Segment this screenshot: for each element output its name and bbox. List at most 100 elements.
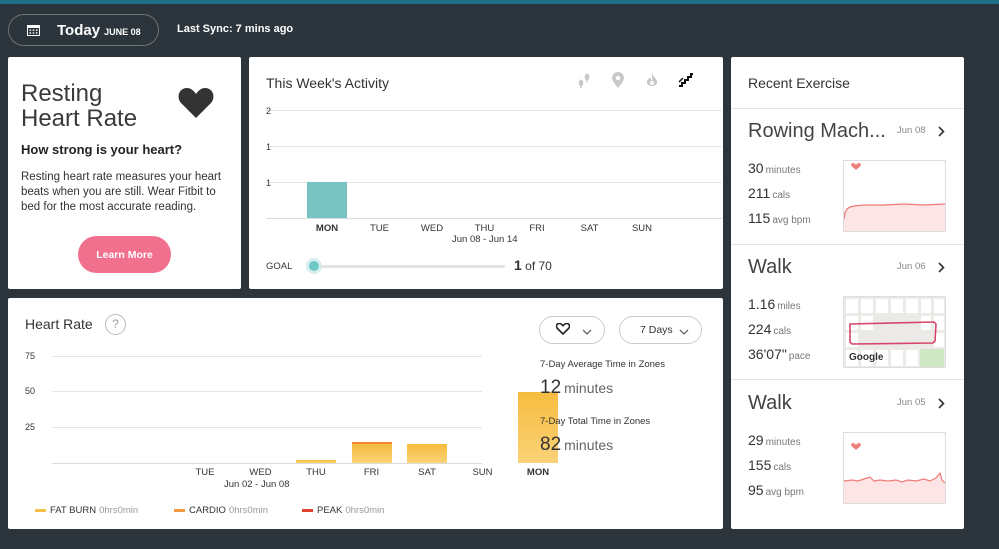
legend-swatch — [35, 509, 46, 512]
legend-name: PEAK — [317, 505, 343, 516]
divider — [731, 108, 964, 109]
location-icon[interactable] — [601, 71, 635, 89]
learn-more-button[interactable]: Learn More — [78, 236, 171, 273]
resting-heart-rate-card: Resting Heart Rate How strong is your he… — [8, 57, 241, 289]
steps-icon[interactable] — [567, 71, 601, 89]
route-map-preview: Google — [843, 296, 946, 368]
exercise-name: Walk — [748, 392, 792, 414]
date-picker-button[interactable]: Today JUNE 08 — [8, 14, 159, 46]
weekly-y-tick-label: 1 — [266, 178, 272, 188]
resting-heart-rate-title: Resting Heart Rate — [21, 81, 137, 131]
total-zone-value: 82 minutes — [540, 434, 613, 456]
stairs-icon[interactable] — [669, 71, 703, 89]
stat-value: 155 — [748, 457, 772, 473]
stat-unit: cals — [773, 326, 792, 337]
weekly-y-tick-label: 2 — [266, 106, 272, 116]
activity-metric-tabs — [567, 71, 703, 89]
exercise-stat: 29 minutes — [748, 432, 801, 448]
heart-rate-graph-preview — [843, 160, 946, 232]
legend-name: CARDIO — [189, 505, 226, 516]
title-line-1: Resting — [21, 80, 103, 107]
chevron-right-icon[interactable] — [938, 396, 945, 414]
hr-x-label: MON — [526, 467, 550, 478]
goal-label: GOAL — [266, 261, 293, 272]
total-zone-number: 82 — [540, 434, 562, 455]
help-icon[interactable]: ? — [105, 314, 126, 335]
heart-rate-card: Heart Rate ? 75 50 25 TUE WED THU FRI SAT SUN… — [8, 298, 723, 529]
google-logo: Google — [849, 352, 884, 363]
chevron-down-icon — [679, 326, 689, 338]
hr-bar-mon[interactable] — [518, 391, 558, 463]
stat-value: 95 — [748, 482, 764, 498]
chevron-right-icon[interactable] — [938, 124, 945, 142]
divider — [731, 379, 964, 380]
heart-metric-dropdown[interactable] — [539, 316, 605, 344]
days-range-value: 7 Days — [640, 324, 673, 336]
hr-x-label: SAT — [418, 467, 436, 478]
hr-baseline — [52, 463, 482, 464]
exercise-name: Rowing Mach... — [748, 120, 886, 142]
heart-icon — [178, 87, 214, 119]
weekly-x-label: SAT — [580, 223, 599, 234]
chevron-right-icon[interactable] — [938, 260, 945, 278]
legend-sub: 0hrs0min — [99, 505, 139, 516]
legend-sub: 0hrs0min — [228, 505, 269, 516]
legend-sub: 0hrs0min — [345, 505, 385, 516]
exercise-stat: 30 minutes — [748, 160, 801, 176]
stat-unit: avg bpm — [765, 487, 804, 498]
today-label: Today — [57, 21, 101, 39]
avg-zone-label: 7-Day Average Time in Zones — [540, 359, 665, 370]
exercise-date: Jun 08 — [897, 125, 926, 136]
heart-icon — [851, 443, 861, 450]
days-range-dropdown[interactable]: 7 Days — [619, 316, 702, 344]
weekly-bar-mon[interactable] — [307, 182, 347, 218]
heart-icon — [851, 163, 861, 170]
resting-heart-rate-description: Resting heart rate measures your heart b… — [21, 171, 222, 213]
stat-unit: cals — [773, 462, 792, 473]
weekly-y-tick-label: 1 — [266, 142, 272, 152]
weekly-x-label: THU — [474, 223, 495, 234]
exercise-stat: 224 cals — [748, 321, 791, 337]
goal-current: 1 — [514, 257, 522, 273]
hr-bar-thu[interactable] — [296, 460, 336, 463]
hr-x-label: TUE — [195, 467, 215, 478]
hr-gridline-75 — [52, 356, 482, 357]
weekly-x-label: WED — [420, 223, 444, 234]
today-date: JUNE 08 — [104, 26, 141, 37]
goal-total: of 70 — [525, 259, 552, 273]
flame-icon[interactable] — [635, 71, 669, 89]
stat-value: 211 — [748, 185, 771, 201]
hr-bar-sat[interactable] — [407, 444, 447, 463]
stat-unit: cals — [772, 190, 791, 201]
stat-unit: pace — [788, 351, 811, 362]
weekly-baseline — [266, 218, 722, 219]
hr-x-label: SUN — [472, 467, 493, 478]
avg-zone-value: 12 minutes — [540, 377, 613, 399]
exercise-stat: 36'07" pace — [748, 346, 810, 362]
total-zone-unit: minutes — [564, 437, 614, 453]
exercise-stat: 115 avg bpm — [748, 210, 811, 226]
weekly-x-label: FRI — [529, 223, 545, 234]
calendar-icon — [27, 24, 40, 36]
stat-value: 1.16 — [748, 296, 776, 312]
hr-gridline-25 — [52, 427, 482, 428]
exercise-name: Walk — [748, 256, 792, 278]
weekly-activity-title: This Week's Activity — [266, 75, 389, 91]
weekly-x-label: TUE — [370, 223, 389, 234]
weekly-axis-line-mid — [266, 146, 722, 147]
stat-unit: miles — [777, 301, 801, 312]
exercise-date: Jun 05 — [897, 397, 926, 408]
top-accent-line — [0, 0, 999, 4]
goal-progress-knob[interactable] — [305, 258, 322, 274]
exercise-stat: 95 avg bpm — [748, 482, 804, 498]
stat-value: 29 — [748, 432, 764, 448]
weekly-axis-line-low — [266, 182, 722, 183]
hr-x-label: WED — [249, 467, 272, 478]
hr-bar-fri[interactable] — [351, 441, 392, 463]
weekly-x-label: SUN — [631, 223, 653, 234]
stat-value: 224 — [748, 321, 772, 337]
legend-cardio: CARDIO 0hrs0min — [174, 505, 268, 516]
hr-y-tick-label: 75 — [25, 351, 36, 361]
hr-y-tick-label: 25 — [25, 422, 36, 432]
title-line-2: Heart Rate — [21, 105, 138, 132]
